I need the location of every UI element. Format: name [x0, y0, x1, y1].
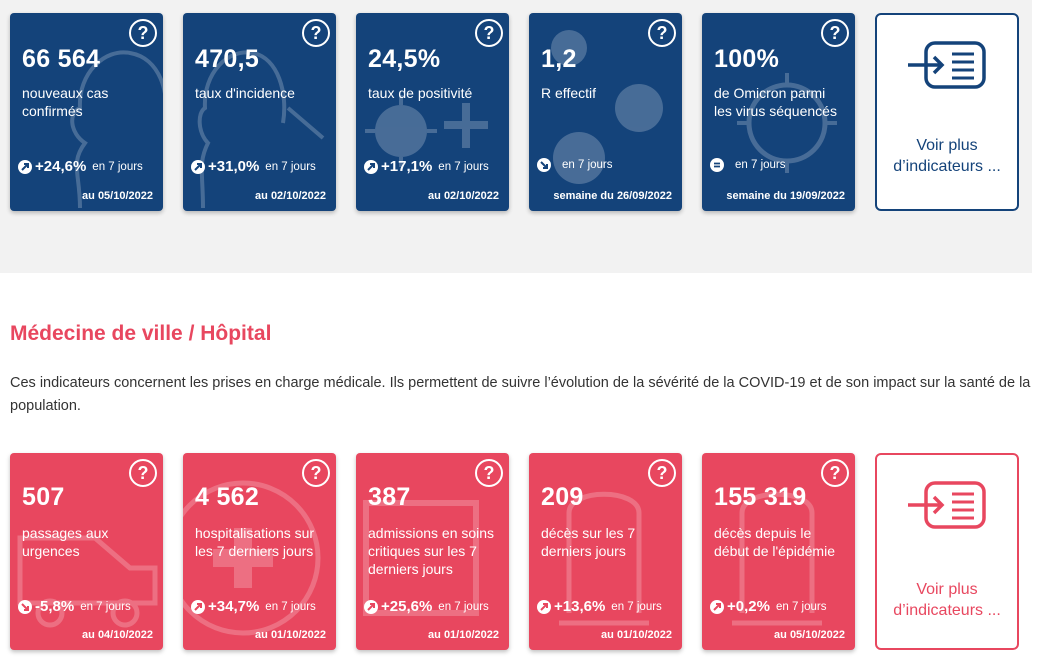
arrow-up-icon: [710, 599, 724, 614]
card-value: 66 564: [22, 45, 101, 73]
trend-value: -5,8%: [35, 598, 75, 615]
card-trend: +24,6% en 7 jours: [18, 158, 143, 175]
card-date: semaine du 19/09/2022: [726, 190, 845, 202]
more-indicators-label: Voir plus d’indicateurs ...: [893, 137, 1001, 175]
help-icon[interactable]: ?: [648, 459, 676, 487]
trend-value: +13,6%: [554, 598, 606, 615]
trend-period: en 7 jours: [438, 600, 489, 613]
card-trend: en 7 jours: [537, 158, 613, 172]
more-indicators-label: Voir plus d’indicateurs ...: [893, 581, 1001, 619]
card-label: admissions en soins critiques sur les 7 …: [368, 525, 495, 577]
arrow-up-icon: [18, 159, 32, 174]
card-trend: +17,1% en 7 jours: [364, 158, 489, 175]
help-icon[interactable]: ?: [475, 19, 503, 47]
trend-period: en 7 jours: [775, 600, 827, 613]
card-value: 470,5: [195, 45, 260, 73]
more-indicators-button[interactable]: Voir plus d’indicateurs ...: [875, 453, 1019, 650]
card-date: semaine du 26/09/2022: [553, 190, 672, 202]
trend-period: en 7 jours: [438, 160, 489, 173]
card-value: 4 562: [195, 483, 260, 511]
card-value: 387: [368, 483, 411, 511]
card-value: 1,2: [541, 45, 577, 73]
card-trend: -5,8% en 7 jours: [18, 598, 131, 615]
equal-icon: [710, 158, 724, 172]
card-label: passages aux urgences: [22, 525, 109, 559]
help-icon[interactable]: ?: [302, 19, 330, 47]
card-date: au 02/10/2022: [428, 190, 499, 202]
card-trend: +25,6% en 7 jours: [364, 598, 489, 615]
help-icon[interactable]: ?: [302, 459, 330, 487]
trend-value: +17,1%: [381, 158, 433, 175]
help-icon[interactable]: ?: [129, 459, 157, 487]
help-icon[interactable]: ?: [821, 19, 849, 47]
card-value: 209: [541, 483, 584, 511]
hospital-figures-row: ? 507 passages aux urgences -5,8% en 7 j…: [10, 453, 1019, 650]
card-trend: en 7 jours: [710, 158, 786, 172]
enter-list-icon: [908, 41, 986, 89]
card-label: R effectif: [541, 85, 597, 101]
card-date: au 01/10/2022: [255, 629, 326, 641]
arrow-up-icon: [537, 599, 551, 614]
card-new-cases[interactable]: ? 66 564 nouveaux cas confirmés +24,6% e…: [10, 13, 163, 211]
card-hospitalisations[interactable]: ? 4 562 hospitalisations sur les 7 derni…: [183, 453, 336, 650]
card-date: au 02/10/2022: [255, 190, 326, 202]
key-figures-row: ? 66 564 nouveaux cas confirmés +24,6% e…: [10, 13, 1019, 211]
trend-period: en 7 jours: [562, 159, 613, 171]
arrow-up-icon: [364, 599, 378, 614]
card-date: au 01/10/2022: [601, 629, 672, 641]
help-icon[interactable]: ?: [129, 19, 157, 47]
card-trend: +13,6% en 7 jours: [537, 598, 662, 615]
section-title: Médecine de ville / Hôpital: [10, 322, 272, 345]
trend-value: +0,2%: [727, 598, 770, 615]
card-label: hospitalisations sur les 7 derniers jour…: [195, 525, 315, 559]
help-icon[interactable]: ?: [821, 459, 849, 487]
card-value: 100%: [714, 45, 780, 73]
card-date: au 05/10/2022: [82, 190, 153, 202]
card-date: au 01/10/2022: [428, 629, 499, 641]
arrow-up-icon: [191, 599, 205, 614]
card-label: décès sur les 7 derniers jours: [541, 525, 636, 559]
card-label: taux de positivité: [368, 85, 473, 101]
more-indicators-button[interactable]: Voir plus d’indicateurs ...: [875, 13, 1019, 211]
card-value: 155 319: [714, 483, 807, 511]
card-value: 507: [22, 483, 65, 511]
card-omicron[interactable]: ? 100% de Omicron parmi les virus séquen…: [702, 13, 855, 211]
card-value: 24,5%: [368, 45, 441, 73]
card-trend: +31,0% en 7 jours: [191, 158, 316, 175]
card-emergency[interactable]: ? 507 passages aux urgences -5,8% en 7 j…: [10, 453, 163, 650]
trend-value: +31,0%: [208, 158, 260, 175]
card-deaths-total[interactable]: ? 155 319 décès depuis le début de l'épi…: [702, 453, 855, 650]
card-label: de Omicron parmi les virus séquencés: [714, 85, 837, 119]
key-figures-band: [0, 0, 1032, 273]
section-description: Ces indicateurs concernent les prises en…: [10, 375, 1031, 414]
help-icon[interactable]: ?: [648, 19, 676, 47]
card-date: au 04/10/2022: [82, 629, 153, 641]
card-positivity[interactable]: ? 24,5% taux de positivité +17,1% en 7 j…: [356, 13, 509, 211]
help-icon[interactable]: ?: [475, 459, 503, 487]
trend-value: +34,7%: [208, 598, 260, 615]
arrow-down-icon: [18, 599, 32, 614]
card-incidence[interactable]: ? 470,5 taux d'incidence +31,0% en 7 jou…: [183, 13, 336, 211]
trend-period: en 7 jours: [265, 160, 316, 173]
arrow-up-icon: [364, 159, 378, 174]
card-r-effectif[interactable]: ? 1,2 R effectif en 7 jours semaine du 2…: [529, 13, 682, 211]
card-critical-care[interactable]: ? 387 admissions en soins critiques sur …: [356, 453, 509, 650]
trend-value: +25,6%: [381, 598, 433, 615]
card-date: au 05/10/2022: [774, 629, 845, 641]
card-label: nouveaux cas confirmés: [22, 85, 109, 119]
trend-period: en 7 jours: [735, 159, 786, 171]
card-trend: +0,2% en 7 jours: [710, 598, 826, 615]
trend-period: en 7 jours: [611, 600, 662, 613]
arrow-down-icon: [537, 158, 551, 172]
card-label: décès depuis le début de l'épidémie: [714, 525, 835, 559]
card-trend: +34,7% en 7 jours: [191, 598, 316, 615]
enter-list-icon: [908, 481, 986, 529]
trend-value: +24,6%: [35, 158, 87, 175]
card-label: taux d'incidence: [195, 85, 295, 101]
trend-period: en 7 jours: [92, 160, 143, 173]
card-deaths-7d[interactable]: ? 209 décès sur les 7 derniers jours +13…: [529, 453, 682, 650]
arrow-up-icon: [191, 159, 205, 174]
trend-period: en 7 jours: [80, 600, 131, 613]
trend-period: en 7 jours: [265, 600, 316, 613]
